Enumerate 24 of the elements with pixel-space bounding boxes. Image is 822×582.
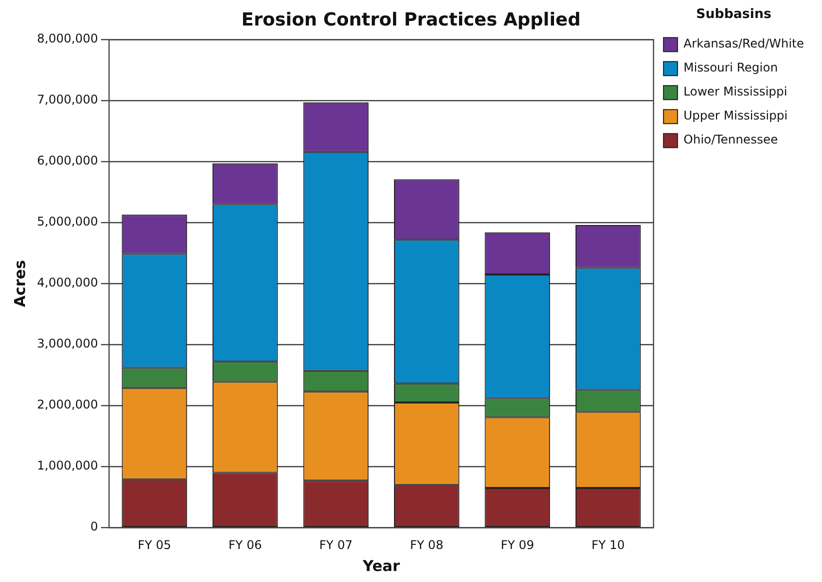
x-tick-label: FY 10: [591, 538, 625, 552]
y-tick-label: 2,000,000: [36, 398, 98, 412]
x-axis-title: Year: [362, 556, 400, 575]
chart-title: Erosion Control Practices Applied: [241, 9, 581, 30]
y-tick-label: 6,000,000: [36, 154, 98, 168]
legend-label: Arkansas/Red/White: [684, 36, 804, 51]
y-tick-label: 3,000,000: [36, 336, 98, 351]
y-axis-title: Acres: [10, 260, 29, 308]
y-tick-label: 1,000,000: [36, 458, 98, 473]
x-tick-label: FY 06: [228, 538, 262, 552]
x-tick-label: FY 05: [138, 538, 172, 552]
y-tick-label: 8,000,000: [36, 32, 98, 46]
y-tick-label: 7,000,000: [36, 92, 98, 107]
x-tick-label: FY 08: [410, 538, 444, 552]
legend-label: Upper Mississippi: [684, 108, 788, 123]
y-tick-label: 5,000,000: [36, 214, 98, 229]
legend-title: Subbasins: [696, 6, 772, 22]
x-tick-label: FY 07: [319, 538, 353, 552]
legend-label: Missouri Region: [684, 60, 778, 75]
y-tick-label: 4,000,000: [36, 276, 98, 290]
x-tick-label: FY 09: [500, 538, 534, 552]
y-tick-label: 0: [90, 520, 98, 534]
legend-label: Lower Mississippi: [684, 84, 788, 99]
legend-label: Ohio/Tennessee: [684, 132, 778, 147]
